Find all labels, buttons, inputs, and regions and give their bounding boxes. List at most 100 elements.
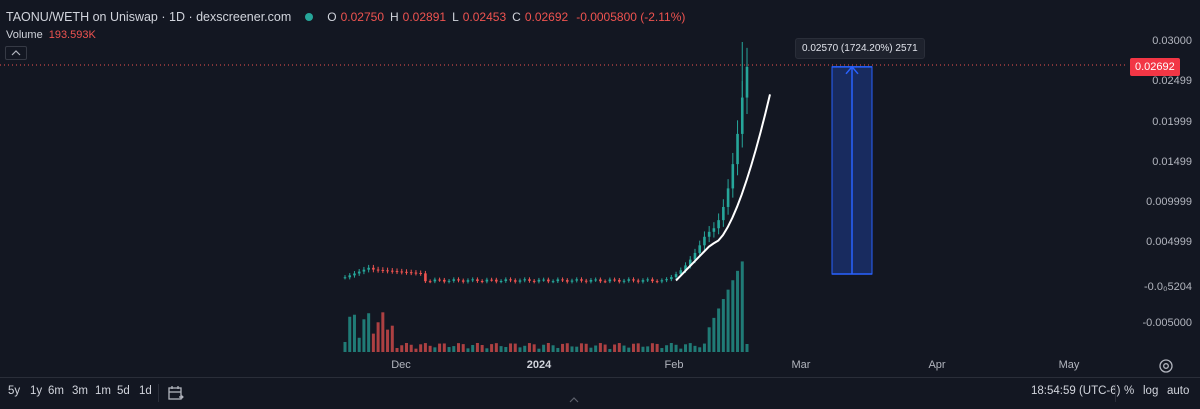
price-tick: 0.009999 (1146, 196, 1192, 209)
volume-bar (390, 325, 394, 352)
log-scale-toggle[interactable]: log (1143, 385, 1159, 397)
volume-bar (679, 348, 683, 352)
volume-bar (527, 343, 531, 352)
chevron-up-icon[interactable] (569, 396, 579, 404)
low-label: L (452, 10, 459, 24)
volume-bar (537, 348, 541, 352)
candle-body (547, 279, 550, 282)
candle-body (575, 279, 579, 281)
timeframe-1d-button[interactable]: 1d (139, 385, 152, 397)
candle-body (409, 272, 413, 274)
volume-bar (660, 348, 664, 352)
candle-body (693, 252, 697, 260)
volume-legend: Volume 193.593K (6, 29, 96, 41)
volume-bar (381, 312, 385, 352)
volume-bar (688, 343, 692, 352)
volume-bar (386, 329, 390, 352)
timeframe-3m-button[interactable]: 3m (72, 385, 88, 397)
timezone-clock[interactable]: 18:54:59 (UTC-6) (1031, 385, 1121, 397)
volume-bar (428, 345, 432, 352)
candle-body (556, 279, 560, 282)
timeframe-1y-button[interactable]: 1y (30, 385, 43, 397)
volume-bar (745, 344, 749, 352)
volume-bar (352, 314, 356, 352)
time-label-2024: 2024 (526, 359, 552, 371)
volume-bar (731, 280, 735, 352)
candle-body (665, 279, 668, 281)
candle-body (726, 188, 730, 207)
candle-body (376, 269, 380, 271)
candle-body (532, 280, 536, 282)
time-label-may: May (1058, 359, 1080, 371)
timeframe-6m-button[interactable]: 6m (48, 385, 64, 397)
candle-body (712, 228, 716, 232)
candle-body (622, 280, 626, 282)
chart-legend: TAONU/WETH on Uniswap · 1D · dexscreener… (6, 10, 685, 24)
volume-bar (546, 343, 550, 352)
candle-body (703, 236, 706, 246)
chart-area[interactable]: TAONU/WETH on Uniswap · 1D · dexscreener… (0, 0, 1125, 355)
volume-bar (641, 346, 645, 352)
volume-bar (674, 344, 678, 352)
auto-scale-toggle[interactable]: auto (1167, 385, 1190, 397)
candle-body (670, 277, 673, 280)
volume-bar (608, 348, 612, 352)
timeframe-5y-button[interactable]: 5y (8, 385, 21, 397)
volume-bar (509, 343, 513, 352)
candle-body (419, 272, 422, 274)
volume-bar (598, 343, 602, 352)
candle-body (381, 269, 385, 271)
collapse-legend-button[interactable] (5, 46, 27, 60)
volume-bar (646, 346, 650, 352)
settings-gear-icon[interactable] (1157, 357, 1175, 375)
time-axis[interactable]: Dec 2024 Feb Mar Apr May (0, 355, 1125, 377)
candle-body (476, 279, 479, 282)
candle-body (613, 279, 616, 281)
candle-body (509, 279, 512, 281)
candle-body (390, 270, 394, 272)
volume-bar (485, 348, 489, 352)
timeframe-5d-button[interactable]: 5d (117, 385, 130, 397)
volume-bar (490, 344, 494, 352)
price-axis[interactable]: 0.03000 0.02499 0.01999 0.01499 0.009999… (1125, 0, 1200, 355)
time-label-dec: Dec (391, 359, 411, 371)
candle-body (452, 279, 456, 281)
volume-bar (594, 345, 598, 352)
candle-body (608, 279, 612, 282)
timeframe-1m-button[interactable]: 1m (95, 385, 111, 397)
candle-body (594, 279, 597, 281)
price-tick: 0.004999 (1146, 236, 1192, 249)
volume-bar (494, 343, 498, 352)
volume-bar (636, 343, 640, 352)
volume-bar (348, 316, 352, 352)
volume-bar (414, 348, 418, 352)
market-status-dot (305, 13, 314, 21)
time-label-apr: Apr (928, 359, 946, 371)
candle-body (651, 279, 654, 282)
candle-body (698, 245, 702, 253)
volume-bar (404, 343, 408, 352)
volume-bar (466, 348, 470, 352)
change-value: -0.0005800 (-2.11%) (576, 10, 686, 24)
volume-bar (613, 344, 617, 352)
volume-bar (712, 317, 716, 352)
candle-body (528, 279, 531, 281)
volume-value: 193.593K (48, 29, 96, 41)
volume-bar (707, 327, 711, 352)
candle-body (348, 275, 352, 278)
volume-bar (740, 261, 744, 352)
price-chart[interactable] (0, 0, 1125, 355)
toolbar-divider (1115, 384, 1116, 402)
candle-body (684, 265, 687, 271)
price-tick: -0.005000 (1142, 317, 1192, 329)
candle-body (542, 279, 545, 281)
high-label: H (390, 10, 399, 24)
volume-bar (698, 347, 702, 352)
candle-body (565, 280, 569, 282)
percent-scale-toggle[interactable]: % (1124, 385, 1135, 397)
goto-date-calendar-icon[interactable] (167, 384, 185, 402)
volume-bar (617, 343, 621, 352)
candle-body (523, 279, 527, 281)
volume-bar (579, 343, 583, 352)
symbol-title[interactable]: TAONU/WETH on Uniswap · 1D · dexscreener… (6, 10, 292, 24)
